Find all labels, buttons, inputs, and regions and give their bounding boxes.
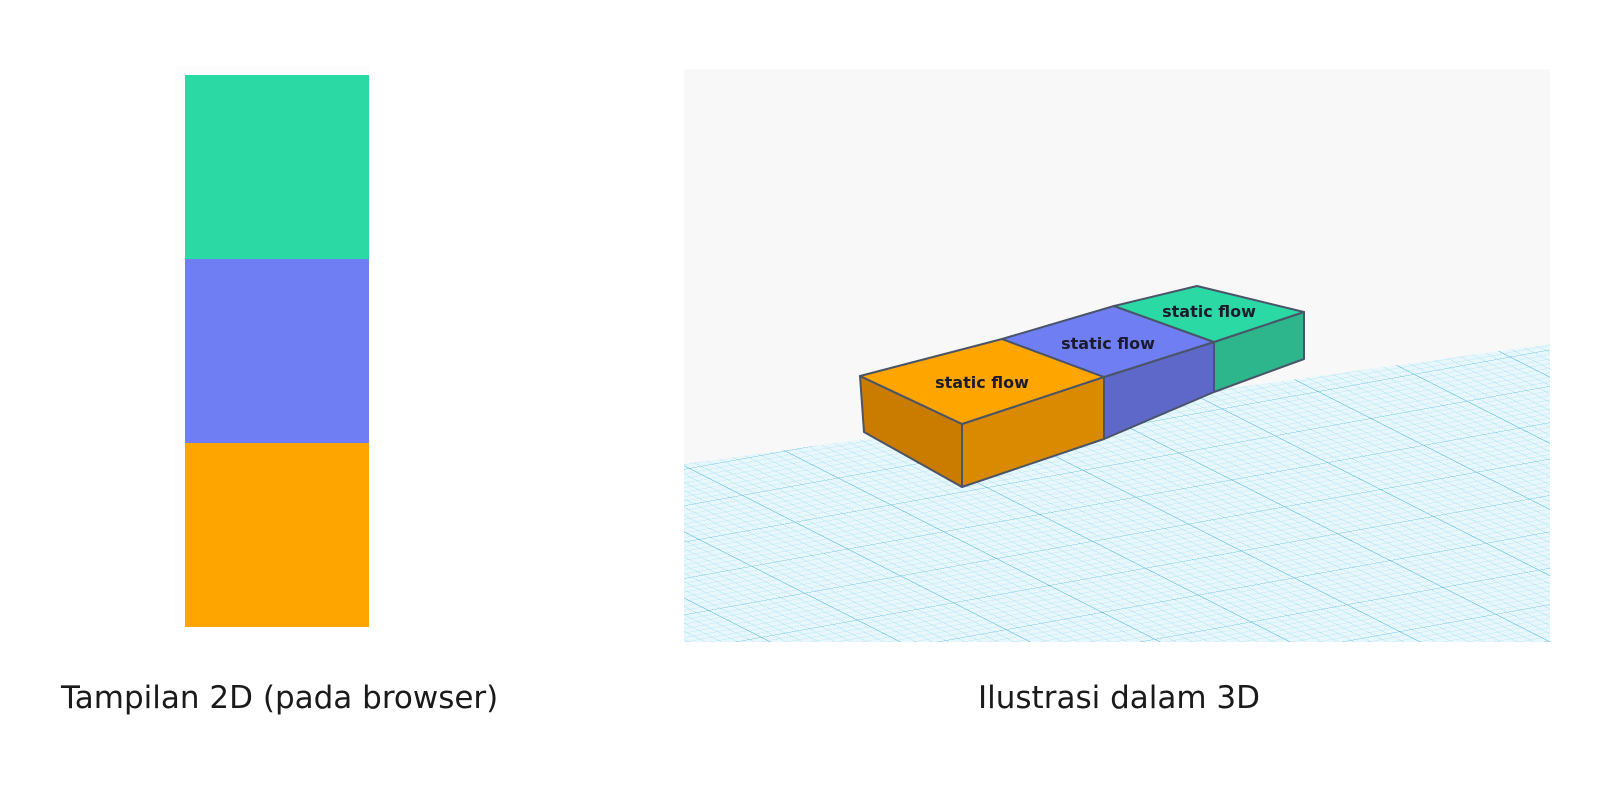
browser-2d-view — [175, 66, 370, 626]
blue-block-2d — [185, 259, 369, 443]
orange-block-2d — [185, 443, 369, 627]
box-blue-label: static flow — [1061, 334, 1155, 353]
caption-2d: Tampilan 2D (pada browser) — [61, 680, 498, 716]
green-block-2d — [185, 75, 369, 259]
box-green-label: static flow — [1162, 302, 1256, 321]
3d-illustration: static flow static flow static flow — [684, 69, 1550, 642]
caption-3d: Ilustrasi dalam 3D — [978, 680, 1260, 716]
box-orange-label: static flow — [935, 373, 1029, 392]
